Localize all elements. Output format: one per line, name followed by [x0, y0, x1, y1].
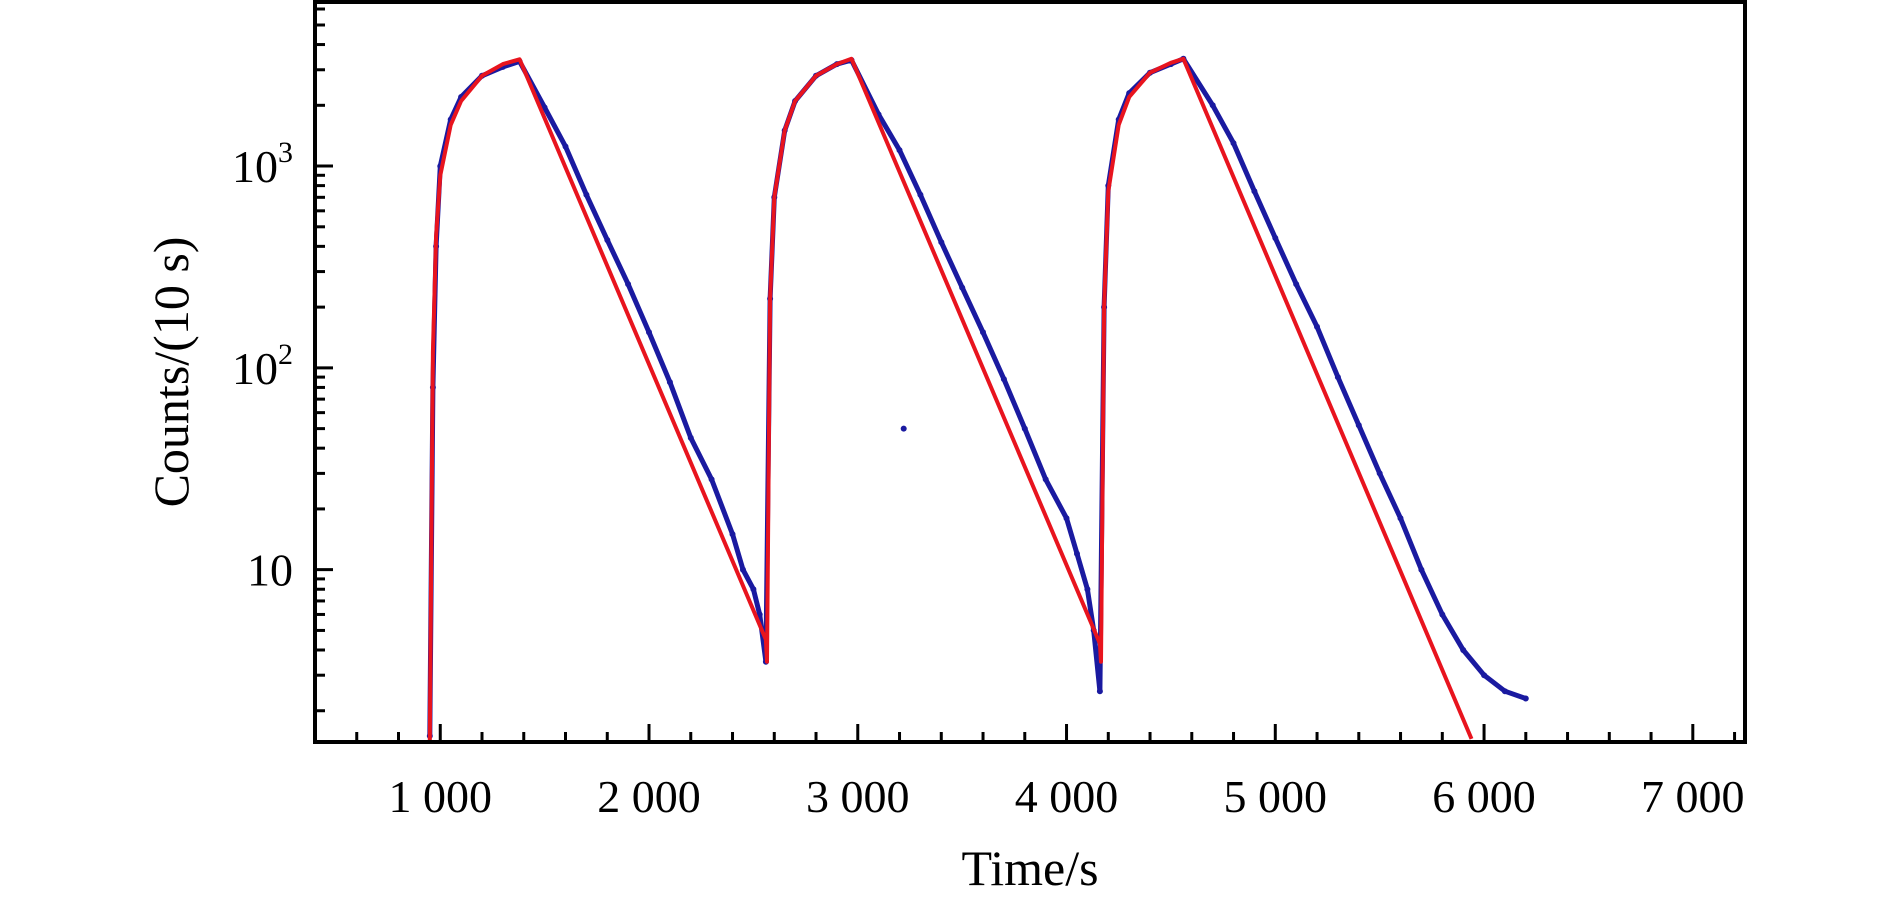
data-point: [1230, 140, 1237, 147]
data-point: [583, 191, 590, 198]
data-point: [1314, 323, 1320, 330]
data-point: [1084, 586, 1091, 593]
data-point: [625, 281, 632, 288]
data-point: [1293, 281, 1300, 288]
data-point: [1460, 647, 1467, 653]
data-point: [646, 329, 652, 336]
data-point: [750, 586, 757, 593]
data-point: [1042, 476, 1049, 483]
data-point: [1522, 695, 1529, 702]
stray-data-point: [900, 425, 907, 432]
series-layer: [426, 55, 1529, 742]
x-axis-label: Time/s: [961, 840, 1098, 896]
y-axis-label: Counts/(10 s): [143, 237, 199, 508]
data-point: [1021, 425, 1028, 432]
data-point: [756, 611, 763, 618]
x-tick-label: 2 000: [597, 771, 701, 822]
data-point: [562, 143, 569, 150]
x-tick-label: 3 000: [806, 771, 910, 822]
data-point: [729, 531, 736, 538]
y-tick-label: 102: [232, 338, 293, 394]
data-point: [1439, 611, 1446, 618]
data-point: [980, 329, 986, 336]
y-tick-label: 10: [247, 545, 293, 596]
data-point: [1334, 374, 1341, 381]
data-point: [896, 147, 903, 154]
x-tick-label: 1 000: [389, 771, 493, 822]
data-point: [1063, 515, 1070, 522]
y-tick-label: 103: [232, 136, 293, 192]
data-point: [740, 566, 746, 573]
x-tick-label: 7 000: [1641, 771, 1745, 822]
data-point: [1355, 422, 1362, 429]
x-tick-label: 4 000: [1015, 771, 1119, 822]
series-line-fit: [427, 56, 1474, 742]
data-point: [541, 104, 548, 111]
data-point: [1481, 672, 1488, 679]
data-point: [1501, 688, 1508, 695]
data-point: [708, 476, 715, 483]
data-point: [1074, 550, 1080, 557]
x-tick-label: 6 000: [1432, 771, 1536, 822]
data-point: [959, 284, 966, 291]
plot-background: [315, 2, 1745, 742]
data-point: [604, 237, 611, 243]
data-point: [1272, 235, 1279, 241]
data-point: [938, 239, 945, 246]
data-point: [1418, 566, 1425, 573]
plot-frame: [313, 0, 1747, 744]
data-point: [1096, 688, 1103, 695]
data-point: [1397, 515, 1404, 522]
data-point: [1251, 188, 1258, 195]
data-point: [917, 191, 924, 198]
labels-layer: 1 000 2 000 3 000 4 000 5 000 6 000 7 000 10 102…: [232, 136, 1745, 822]
x-tick-label: 5 000: [1224, 771, 1328, 822]
data-point: [687, 434, 694, 441]
data-point: [666, 379, 673, 386]
data-point: [1376, 470, 1383, 477]
data-point: [1000, 376, 1007, 383]
data-point: [1209, 102, 1216, 109]
